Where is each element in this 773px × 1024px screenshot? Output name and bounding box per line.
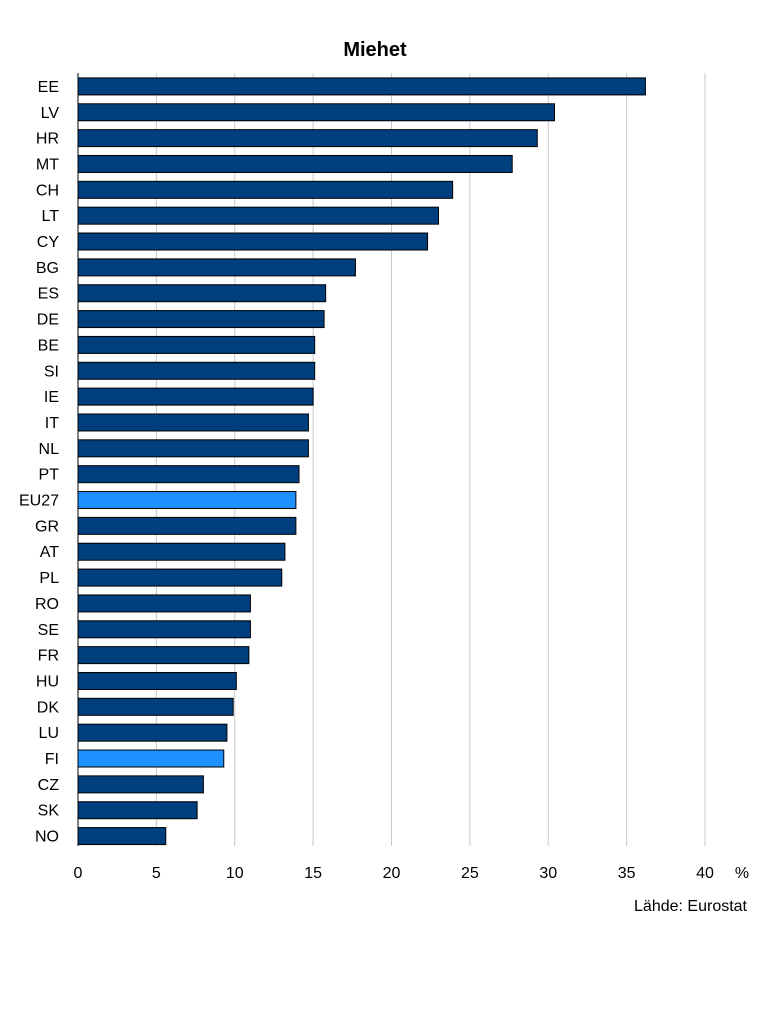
x-tick-label: 0 [74,865,83,882]
category-label-si: SI [44,363,59,380]
category-label-cz: CZ [38,777,60,794]
category-label-ee: EE [38,79,59,96]
bar-fr [77,646,250,665]
bar-it [77,413,309,432]
bar-lu [77,723,228,742]
x-tick-label: 5 [152,865,161,882]
gridlines [155,73,706,846]
x-tick-label: 20 [383,865,401,882]
bar-ie [77,387,314,406]
bar-ee [77,77,646,96]
bar-hu [77,671,237,690]
category-label-ie: IE [44,389,59,406]
category-label-no: NO [35,829,59,846]
category-label-hr: HR [36,131,59,148]
category-label-ch: CH [36,182,59,199]
category-label-dk: DK [37,699,60,716]
bar-no [77,827,167,846]
bar-ch [77,180,454,199]
bar-mt [77,154,513,173]
category-label-be: BE [38,337,59,354]
bar-fi [77,749,225,768]
x-tick-label: 30 [539,865,557,882]
bar-se [77,620,251,639]
category-label-cy: CY [37,234,60,251]
bar-eu27 [77,491,297,510]
bar-si [77,361,316,380]
category-label-de: DE [37,312,59,329]
category-label-bg: BG [36,260,59,277]
bar-sk [77,801,198,820]
bar-de [77,310,325,329]
category-label-fi: FI [45,751,59,768]
bar-pt [77,465,300,484]
category-label-lv: LV [41,105,60,122]
bar-at [77,542,286,561]
bar-ro [77,594,251,613]
x-tick-label: 35 [618,865,636,882]
bar-be [77,335,316,354]
source-label: Lähde: Eurostat [634,898,748,915]
category-label-hu: HU [36,673,59,690]
category-label-gr: GR [35,518,59,535]
bar-es [77,284,327,303]
category-labels: EE LV HR MT CH LT CY BG ES DE BE SI IE IT NL PT EU27 GR AT… [19,79,59,846]
category-label-ro: RO [35,596,59,613]
x-tick-label: 25 [461,865,479,882]
category-label-se: SE [38,622,59,639]
category-label-eu27: EU27 [19,493,59,510]
bar-nl [77,439,309,458]
category-label-pl: PL [39,570,59,587]
bar-pl [77,568,283,587]
category-label-mt: MT [36,156,59,173]
category-label-lu: LU [39,725,59,742]
category-label-sk: SK [38,803,60,820]
category-label-es: ES [38,286,59,303]
bar-lt [77,206,440,225]
x-tick-label: 15 [304,865,322,882]
category-label-nl: NL [39,441,60,458]
category-label-fr: FR [38,648,59,665]
bar-bg [77,258,356,277]
x-unit-label: % [735,865,749,882]
chart-title: Miehet [343,39,407,61]
category-label-at: AT [40,544,59,561]
bar-gr [77,516,297,535]
bars [77,77,646,846]
x-tick-label: 10 [226,865,244,882]
category-label-lt: LT [42,208,60,225]
bar-cy [77,232,429,251]
category-label-pt: PT [39,467,60,484]
bar-hr [77,129,538,148]
bar-dk [77,697,234,716]
bar-lv [77,103,556,122]
category-label-it: IT [45,415,59,432]
x-tick-labels: 0 5 10 15 20 25 30 35 40 [74,865,714,882]
x-tick-label: 40 [696,865,714,882]
bar-cz [77,775,204,794]
